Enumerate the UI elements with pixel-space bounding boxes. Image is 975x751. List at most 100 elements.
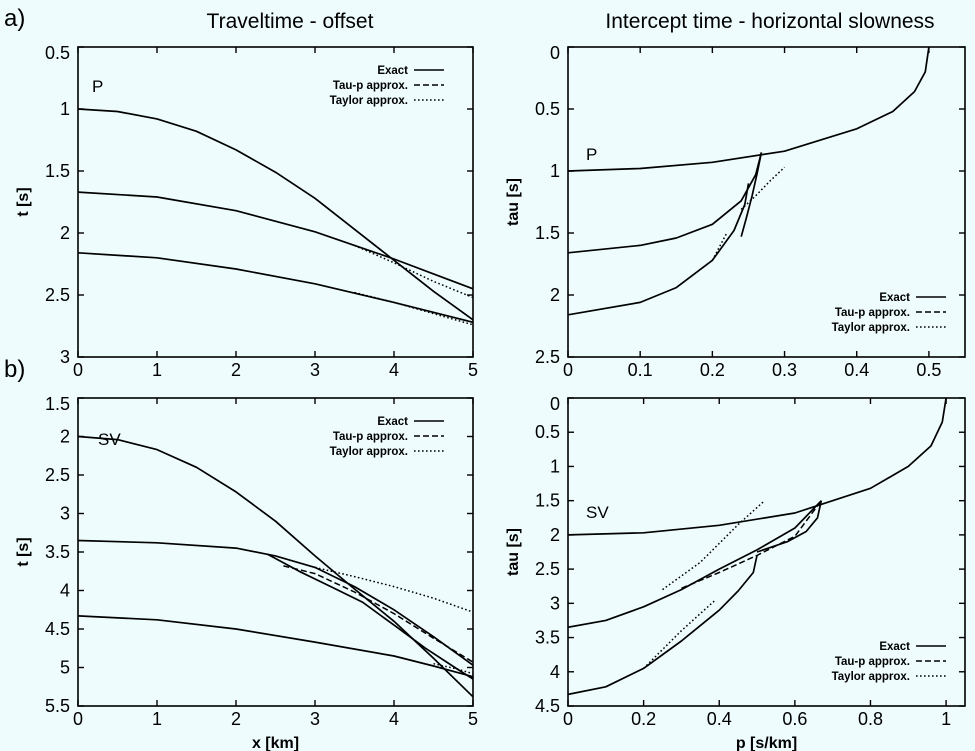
y-tick-label: 4.5 (45, 619, 70, 639)
series-dotted-line (433, 662, 473, 675)
x-tick-label: 2 (231, 709, 241, 729)
x-tick-label: 4 (389, 709, 399, 729)
y-tick-label: 3 (550, 593, 560, 613)
y-axis-label: t [s] (15, 187, 32, 216)
y-tick-label: 0.5 (535, 422, 560, 442)
series-solid-line (756, 500, 823, 553)
x-tick-label: 1 (941, 709, 951, 729)
plot-frame (77, 46, 474, 358)
x-tick-label: 0.1 (628, 360, 653, 380)
y-axis-label: t [s] (15, 537, 32, 566)
x-tick-label: 0.8 (858, 709, 883, 729)
legend-entry-label: Taylor approx. (832, 322, 910, 334)
y-tick-label: 2 (60, 427, 70, 447)
y-tick-label: 4 (60, 581, 70, 601)
series-solid-line (568, 47, 930, 172)
series-solid-line (78, 191, 473, 290)
y-tick-label: 1.5 (45, 161, 70, 181)
title-left: Traveltime - offset (207, 10, 374, 33)
series-solid-line (267, 553, 473, 680)
y-tick-label: 0 (550, 43, 560, 63)
series-dotted-line (354, 291, 473, 326)
series-dashed-line (681, 500, 822, 589)
x-tick-label: 0 (73, 709, 83, 729)
y-tick-label: 2.5 (45, 465, 70, 485)
y-axis-label: tau [s] (505, 528, 522, 576)
x-tick-label: 1 (152, 709, 162, 729)
legend-entry-label: Exact (879, 292, 910, 304)
panel-2: 0 0.1 0.2 0.3 0.4 0.5 0 0.5 1 1.5 2 2.5 tau [s] P Exac… (505, 43, 966, 380)
legend-entry-label: Exact (879, 641, 910, 653)
y-tick-label: 1.5 (535, 491, 560, 511)
series-solid-line (740, 152, 763, 237)
y-tick-label: 0.5 (535, 99, 560, 119)
series-dotted-line (711, 232, 728, 261)
y-tick-label: 3.5 (535, 628, 560, 648)
legend-entry-label: Taylor approx. (330, 446, 408, 458)
panel-3: 0 1 2 3 4 5 1.5 2 2.5 3 3.5 4 4.5 5 5.5 t [s] x [km] SV Ex… (15, 394, 478, 751)
y-tick-label: 2 (550, 285, 560, 305)
x-tick-label: 0.5 (916, 360, 941, 380)
y-tick-label: 4.5 (535, 696, 560, 716)
x-tick-label: 0.2 (700, 360, 725, 380)
y-tick-label: 2.5 (535, 347, 560, 367)
x-tick-label: 0.4 (844, 360, 869, 380)
y-tick-label: 1 (550, 161, 560, 181)
y-axis-label: tau [s] (505, 178, 522, 226)
legend-entry-label: Tau-p approx. (835, 307, 910, 319)
row-label-a: a) (4, 5, 25, 32)
y-tick-label: 3.5 (45, 542, 70, 562)
x-tick-label: 0 (73, 360, 83, 380)
wave-label: P (92, 77, 103, 96)
legend-entry-label: Exact (377, 65, 408, 77)
series-solid-line (78, 615, 473, 678)
x-tick-label: 2 (231, 360, 241, 380)
series-dotted-line (314, 566, 473, 613)
row-label-b: b) (4, 356, 25, 383)
plot-frame (567, 46, 966, 358)
x-tick-label: 5 (468, 709, 478, 729)
y-tick-label: 3 (60, 347, 70, 367)
series-dashed-line (283, 565, 473, 663)
y-tick-label: 4 (550, 662, 560, 682)
x-tick-label: 0.3 (772, 360, 797, 380)
wave-label: P (586, 145, 597, 164)
y-tick-label: 2.5 (535, 559, 560, 579)
legend-entry-label: Tau-p approx. (333, 80, 408, 92)
series-solid-line (78, 251, 473, 324)
series-solid-line (568, 152, 763, 254)
y-tick-label: 1.5 (45, 394, 70, 414)
x-axis-label: x [km] (252, 735, 299, 751)
x-axis-label: p [s/km] (736, 735, 797, 751)
title-right: Intercept time - horizontal slowness (605, 10, 934, 33)
legend-entry-label: Tau-p approx. (835, 656, 910, 668)
panel-4: 0 0.2 0.4 0.6 0.8 1 0 0.5 1 1.5 2 2.5 3 3.5 4 4.5 tau [s… (505, 394, 966, 751)
y-tick-label: 5.5 (45, 696, 70, 716)
x-tick-label: 0.6 (782, 709, 807, 729)
series-dotted-line (354, 244, 473, 299)
series-solid-line (568, 555, 758, 696)
x-tick-label: 0 (563, 709, 573, 729)
y-tick-label: 0 (550, 394, 560, 414)
y-tick-label: 0.5 (45, 43, 70, 63)
x-tick-label: 3 (310, 360, 320, 380)
panel-1: 0 1 2 3 4 5 0.5 1 1.5 2 2.5 3 t [s] P Exact Tau-p appro… (15, 43, 478, 380)
x-tick-label: 3 (310, 709, 320, 729)
y-tick-label: 1 (60, 99, 70, 119)
y-tick-label: 3 (60, 504, 70, 524)
y-tick-label: 1.5 (535, 223, 560, 243)
legend-entry-label: Tau-p approx. (333, 431, 408, 443)
series-solid-line (568, 398, 947, 536)
series-solid-line (568, 500, 822, 629)
series-solid-line (78, 108, 473, 321)
x-tick-label: 5 (468, 360, 478, 380)
y-tick-label: 5 (60, 658, 70, 678)
x-tick-label: 0.2 (631, 709, 656, 729)
x-tick-label: 4 (389, 360, 399, 380)
wave-label: SV (586, 503, 609, 522)
y-tick-label: 2.5 (45, 285, 70, 305)
series-dotted-line (662, 500, 766, 591)
y-tick-label: 2 (550, 525, 560, 545)
legend-entry-label: Exact (377, 416, 408, 428)
